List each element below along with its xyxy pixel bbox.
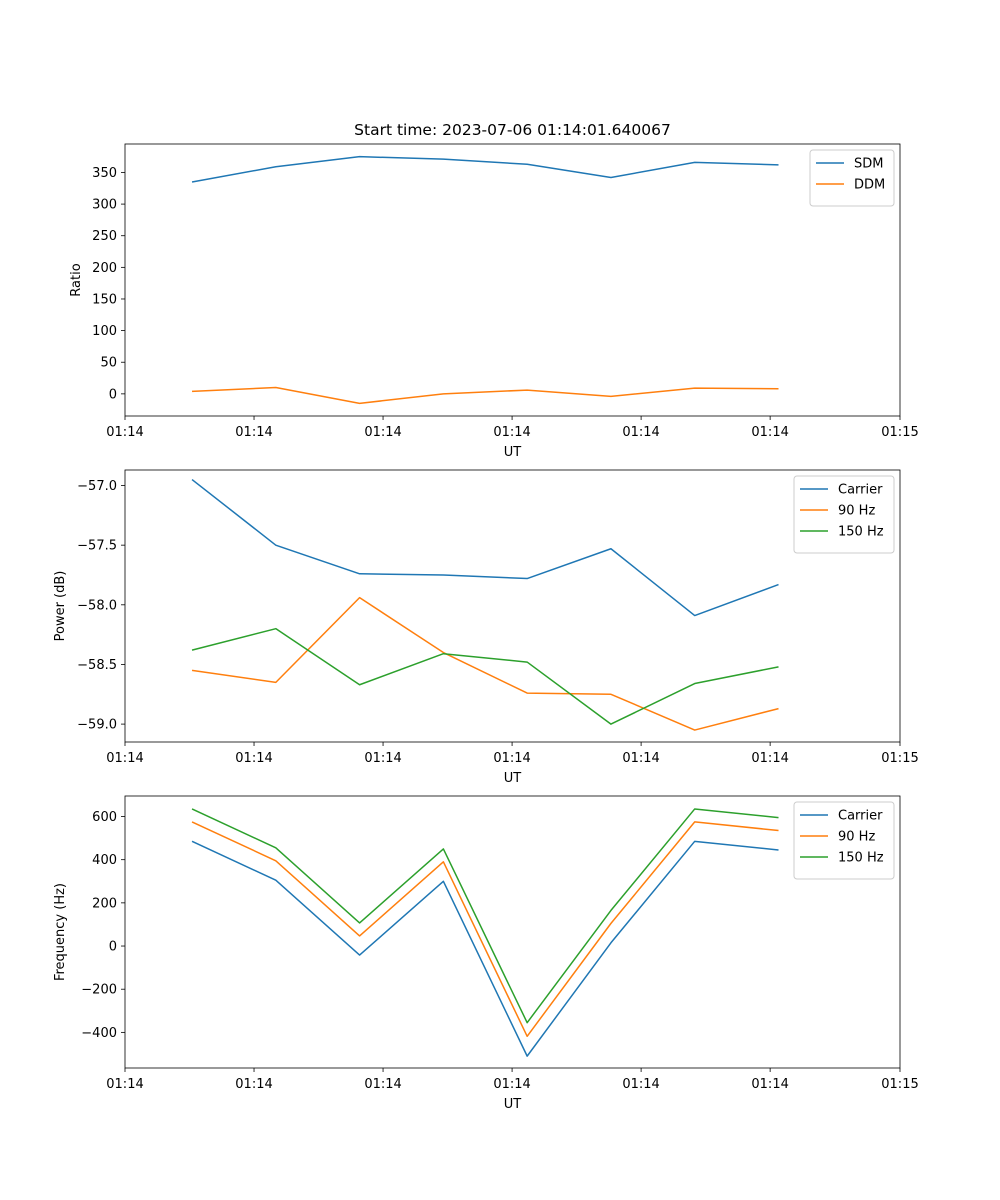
x-tick-label: 01:14 [235,425,272,440]
legend-label: 90 Hz [838,504,875,519]
legend-box [793,801,895,880]
legend-box [793,475,895,554]
series-line-90-hz [191,821,779,1038]
axes-frame [124,469,901,743]
y-tick-label: 250 [92,229,117,244]
y-tick-label: −59.0 [77,718,117,733]
x-tick-label: 01:14 [622,1077,659,1092]
legend-box [809,149,895,207]
y-axis-label: Frequency (Hz) [53,883,68,981]
y-tick-label: 150 [92,292,117,307]
y-tick-label: −400 [81,1026,117,1041]
x-tick-label: 01:15 [881,1077,918,1092]
legend-label: Carrier [838,809,883,824]
legend: Carrier 90 Hz 150 Hz [793,801,895,880]
legend-label: 150 Hz [838,851,884,866]
x-tick-label: 01:14 [493,1077,530,1092]
chart-panel-2: 01:14 01:14 01:14 01:14 01:14 01:14 01:15 −57.0… [53,469,919,786]
x-tick-label: 01:14 [106,425,143,440]
axes-frame [124,143,901,417]
x-tick-label: 01:14 [364,751,401,766]
x-axis-label: UT [504,771,522,786]
y-tick-label: 0 [109,940,117,955]
x-tick-label: 01:14 [364,1077,401,1092]
x-tick-label: 01:14 [751,1077,788,1092]
x-tick-label: 01:14 [751,751,788,766]
x-tick-label: 01:14 [622,425,659,440]
y-tick-label: −57.5 [77,539,117,554]
x-tick-label: 01:14 [493,425,530,440]
y-tick-label: 400 [92,853,117,868]
y-tick-label: 300 [92,198,117,213]
chart-panel-1: 01:14 01:14 01:14 01:14 01:14 01:14 01:15 0 50 10… [69,121,919,460]
series-line-carrier [191,478,779,617]
legend-label: 90 Hz [838,830,875,845]
x-tick-label: 01:14 [493,751,530,766]
axes-frame [124,795,901,1069]
series-line-sdm [191,155,779,183]
y-tick-label: 50 [100,356,117,371]
legend: SDM DDM [809,149,895,207]
legend-label: DDM [854,178,885,193]
y-tick-label: 0 [109,387,117,402]
y-tick-label: −58.5 [77,658,117,673]
legend-label: SDM [854,157,883,172]
chart-title: Start time: 2023-07-06 01:14:01.640067 [354,121,671,139]
series-line-150-hz [191,808,779,1024]
y-tick-label: 100 [92,324,117,339]
x-tick-label: 01:15 [881,425,918,440]
y-tick-label: 200 [92,896,117,911]
series-line-90-hz [191,596,779,731]
x-tick-label: 01:14 [751,425,788,440]
legend-label: 150 Hz [838,525,884,540]
chart-panel-3: 01:14 01:14 01:14 01:14 01:14 01:14 01:15 −400 −… [53,795,919,1112]
y-tick-label: −200 [81,983,117,998]
y-axis-label: Ratio [69,263,84,296]
x-tick-label: 01:14 [235,1077,272,1092]
y-tick-label: −58.0 [77,598,117,613]
x-axis-label: UT [504,445,522,460]
series-line-ddm [191,386,779,405]
legend: Carrier 90 Hz 150 Hz [793,475,895,554]
x-tick-label: 01:14 [622,751,659,766]
x-tick-label: 01:15 [881,751,918,766]
y-axis-label: Power (dB) [53,571,68,642]
series-line-150-hz [191,627,779,725]
series-line-carrier [191,840,779,1057]
y-tick-label: 600 [92,810,117,825]
x-tick-label: 01:14 [106,751,143,766]
x-axis-label: UT [504,1097,522,1112]
x-tick-label: 01:14 [106,1077,143,1092]
x-tick-label: 01:14 [364,425,401,440]
y-tick-label: 350 [92,166,117,181]
legend-label: Carrier [838,483,883,498]
y-tick-label: 200 [92,261,117,276]
y-tick-label: −57.0 [77,479,117,494]
x-tick-label: 01:14 [235,751,272,766]
